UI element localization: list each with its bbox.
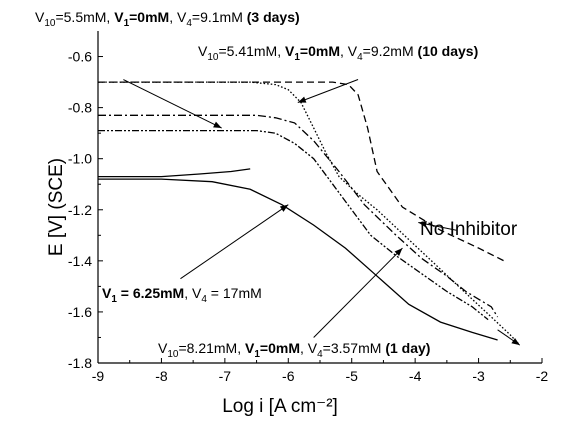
series-line — [98, 168, 251, 178]
y-tick-label: -0.8 — [68, 100, 92, 116]
x-tick-label: -8 — [155, 368, 168, 384]
series-line — [98, 114, 499, 318]
axes: -9 -8 -7 -6 -5 -4 -3 -2 -1.8 -1.6 -1.4 -1.2 -1.0 -0.8… — [46, 31, 548, 417]
y-axis-label: E [V] (SCE) — [46, 158, 67, 256]
annotation-v1-625: V1 = 6.25mM, V4 = 17mM — [102, 285, 262, 305]
x-tick-label: -7 — [219, 368, 232, 384]
arrow-v1-625 — [180, 204, 289, 280]
x-axis-label: Log i [A cm⁻²] — [222, 396, 338, 417]
y-tick-label: -1.4 — [68, 253, 92, 269]
annotations: V10=5.5mM, V1=0mM, V4=9.1mM (3 days) V10=… — [35, 9, 521, 360]
arrow-v1-625-head — [279, 204, 289, 212]
arrow-1-day-head — [394, 248, 403, 257]
series-line — [98, 129, 489, 321]
x-tick-label: -3 — [472, 368, 485, 384]
y-tick-label: -1.8 — [68, 355, 92, 371]
y-tick-label: -0.6 — [68, 49, 92, 65]
x-tick-label: -4 — [409, 368, 422, 384]
annotation-one-day: V10=8.21mM, V1=0mM, V4=3.57mM (1 day) — [158, 340, 430, 360]
series-group — [98, 81, 521, 346]
x-tick-label: -5 — [345, 368, 358, 384]
x-tick-label: -6 — [282, 368, 295, 384]
y-tick-label: -1.0 — [68, 151, 92, 167]
x-tick-label: -9 — [92, 368, 105, 384]
x-tick-label: -2 — [536, 368, 549, 384]
series-line — [98, 178, 498, 341]
arrow-3-days — [123, 79, 222, 129]
y-tick-label: -1.6 — [68, 304, 92, 320]
annotation-no-inhibitor: No Inhibitor — [420, 219, 518, 240]
arrow-no-inhibitor-head — [418, 220, 427, 228]
annotation-ten-days: V10=5.41mM, V1=0mM, V4=9.2mM (10 days) — [198, 43, 478, 63]
annotation-three-days: V10=5.5mM, V1=0mM, V4=9.1mM (3 days) — [35, 9, 300, 29]
arrow-10-days-head — [297, 96, 307, 103]
y-tick-label: -1.2 — [68, 202, 92, 218]
series-line — [98, 81, 505, 262]
arrow-3-days-head — [213, 121, 222, 129]
arrow-1-day — [313, 247, 403, 338]
arrow-1-day-tail-head — [511, 337, 520, 346]
arrow-10-days — [297, 79, 359, 103]
